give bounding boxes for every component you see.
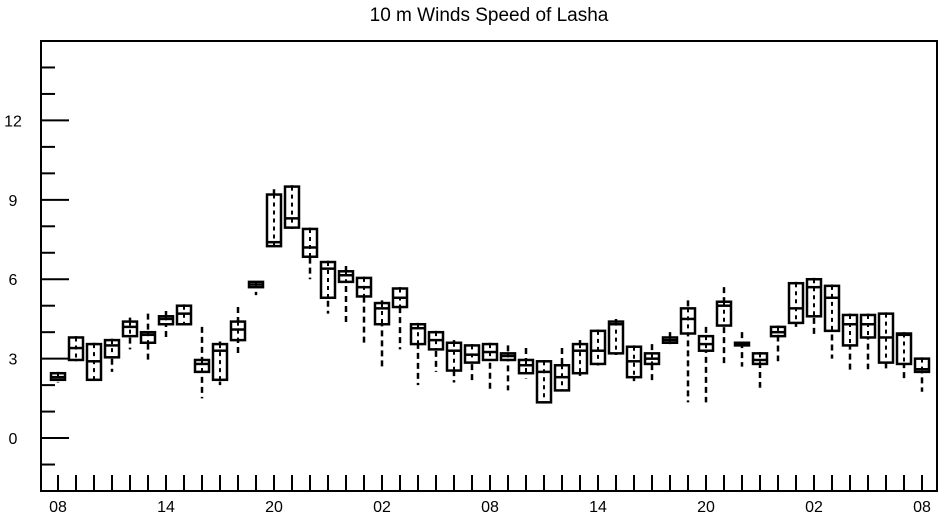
box-48 bbox=[913, 357, 931, 392]
iqr-box bbox=[823, 284, 841, 333]
box-41 bbox=[787, 281, 805, 327]
y-tick-label: 0 bbox=[9, 431, 18, 448]
y-tick-label: 3 bbox=[9, 352, 18, 369]
box-9 bbox=[211, 341, 229, 386]
chart-title: 10 m Winds Speed of Lasha bbox=[370, 5, 609, 26]
x-tick-label: 08 bbox=[49, 499, 67, 516]
box-1 bbox=[67, 336, 85, 362]
box-17 bbox=[355, 276, 373, 346]
box-14 bbox=[301, 227, 319, 280]
box-27 bbox=[535, 359, 553, 404]
box-3 bbox=[103, 338, 121, 372]
box-47 bbox=[895, 332, 913, 380]
box-16 bbox=[337, 266, 355, 325]
x-tick-label: 20 bbox=[697, 499, 715, 516]
box-4 bbox=[121, 317, 139, 350]
box-40 bbox=[769, 325, 787, 362]
box-11 bbox=[247, 280, 265, 296]
box-26 bbox=[517, 348, 535, 379]
box-0 bbox=[49, 371, 67, 383]
iqr-box bbox=[301, 227, 319, 258]
box-32 bbox=[625, 345, 643, 382]
box-43 bbox=[823, 284, 841, 359]
plot-frame bbox=[40, 40, 938, 492]
x-tick-label: 14 bbox=[157, 499, 175, 516]
box-2 bbox=[85, 342, 103, 382]
iqr-box bbox=[445, 341, 463, 372]
box-42 bbox=[805, 277, 823, 335]
box-39 bbox=[751, 352, 769, 388]
box-37 bbox=[715, 287, 733, 364]
box-38 bbox=[733, 332, 751, 367]
y-tick-label: 12 bbox=[4, 113, 22, 130]
box-33 bbox=[643, 344, 661, 382]
box-7 bbox=[175, 304, 193, 326]
x-tick-label: 02 bbox=[373, 499, 391, 516]
box-44 bbox=[841, 313, 859, 372]
box-25 bbox=[499, 345, 517, 391]
x-tick-label: 14 bbox=[589, 499, 607, 516]
box-10 bbox=[229, 307, 247, 354]
box-21 bbox=[427, 330, 445, 372]
box-5 bbox=[139, 313, 157, 363]
box-29 bbox=[571, 340, 589, 376]
box-34 bbox=[661, 332, 679, 345]
box-18 bbox=[373, 300, 391, 367]
box-12 bbox=[265, 189, 283, 248]
box-30 bbox=[589, 329, 607, 370]
y-axis: 0 3 6 9 12 bbox=[4, 40, 69, 492]
box-35 bbox=[679, 300, 697, 403]
box-6 bbox=[157, 311, 175, 338]
box-24 bbox=[481, 342, 499, 391]
box-36 bbox=[697, 326, 715, 403]
box-20 bbox=[409, 322, 427, 386]
x-axis: 08 14 20 02 08 14 20 02 08 bbox=[49, 475, 931, 516]
box-46 bbox=[877, 312, 895, 370]
box-19 bbox=[391, 287, 409, 350]
x-tick-label: 02 bbox=[805, 499, 823, 516]
box-28 bbox=[553, 348, 571, 392]
x-tick-label: 08 bbox=[913, 499, 931, 516]
box-45 bbox=[859, 313, 877, 370]
box-8 bbox=[193, 326, 211, 399]
box-13 bbox=[283, 185, 301, 229]
y-tick-label: 6 bbox=[9, 272, 18, 289]
box-31 bbox=[607, 318, 625, 356]
box-22 bbox=[445, 340, 463, 383]
box-23 bbox=[463, 344, 481, 382]
x-tick-label: 20 bbox=[265, 499, 283, 516]
boxes-layer bbox=[49, 185, 931, 404]
y-tick-label: 9 bbox=[9, 193, 18, 210]
x-tick-label: 08 bbox=[481, 499, 499, 516]
box-15 bbox=[319, 260, 337, 314]
